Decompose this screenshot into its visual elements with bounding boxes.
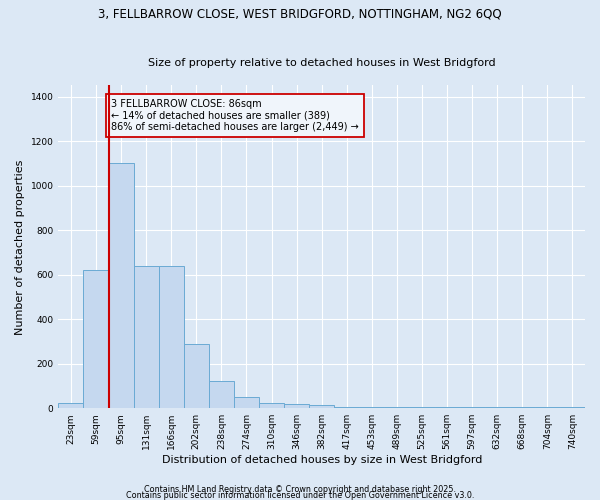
Bar	[109, 164, 134, 408]
Bar	[58, 402, 83, 408]
Text: Contains HM Land Registry data © Crown copyright and database right 2025.: Contains HM Land Registry data © Crown c…	[144, 484, 456, 494]
Text: 3 FELLBARROW CLOSE: 86sqm
← 14% of detached houses are smaller (389)
86% of semi: 3 FELLBARROW CLOSE: 86sqm ← 14% of detac…	[111, 99, 359, 132]
Bar	[485, 407, 510, 408]
Bar	[209, 382, 234, 408]
Text: Contains public sector information licensed under the Open Government Licence v3: Contains public sector information licen…	[126, 490, 474, 500]
Bar	[359, 407, 385, 408]
X-axis label: Distribution of detached houses by size in West Bridgford: Distribution of detached houses by size …	[161, 455, 482, 465]
Bar	[159, 266, 184, 408]
Bar	[334, 407, 359, 408]
Bar	[409, 407, 434, 408]
Bar	[385, 407, 409, 408]
Bar	[234, 397, 259, 408]
Bar	[134, 266, 159, 408]
Bar	[434, 407, 460, 408]
Bar	[284, 404, 309, 408]
Bar	[560, 407, 585, 408]
Bar	[259, 402, 284, 408]
Bar	[510, 407, 535, 408]
Bar	[83, 270, 109, 408]
Bar	[460, 407, 485, 408]
Bar	[309, 405, 334, 408]
Y-axis label: Number of detached properties: Number of detached properties	[15, 159, 25, 334]
Bar	[184, 344, 209, 408]
Text: 3, FELLBARROW CLOSE, WEST BRIDGFORD, NOTTINGHAM, NG2 6QQ: 3, FELLBARROW CLOSE, WEST BRIDGFORD, NOT…	[98, 8, 502, 20]
Bar	[535, 407, 560, 408]
Title: Size of property relative to detached houses in West Bridgford: Size of property relative to detached ho…	[148, 58, 496, 68]
